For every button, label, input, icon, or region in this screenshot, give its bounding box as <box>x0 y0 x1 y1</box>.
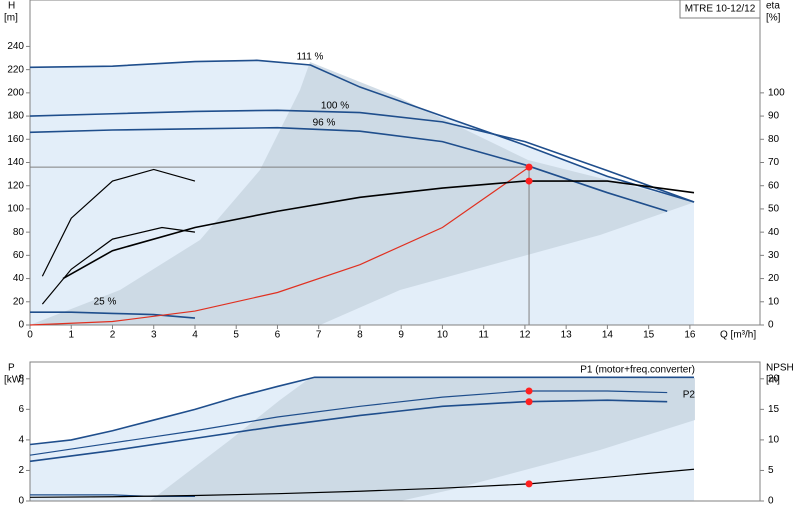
y-tick-label: 40 <box>13 273 25 284</box>
y-tick-label: 80 <box>13 227 25 238</box>
x-tick-label: 5 <box>233 330 239 341</box>
duty-point <box>525 177 533 185</box>
curve-label: P1 (motor+freq.converter) <box>580 365 695 376</box>
curve <box>41 226 196 305</box>
y2-tick-label: 30 <box>768 250 780 261</box>
curve <box>41 168 196 277</box>
y-tick-label: 240 <box>7 41 24 52</box>
duty-point <box>525 480 533 488</box>
curve <box>29 166 530 326</box>
y2-axis-label: NPSH <box>766 363 794 374</box>
y-axis-unit: [m] <box>4 13 18 24</box>
y2-tick-label: 15 <box>768 404 780 415</box>
y2-tick-label: 0 <box>768 496 774 507</box>
y2-tick-label: 100 <box>768 87 785 98</box>
y2-axis-unit: [m] <box>766 375 780 386</box>
y2-tick-label: 20 <box>768 373 780 384</box>
curve <box>62 180 695 280</box>
y-tick-label: 200 <box>7 87 24 98</box>
title-box <box>679 0 761 19</box>
y-axis-label: H <box>8 1 15 12</box>
y-tick-label: 2 <box>18 465 24 476</box>
duty-point <box>525 163 533 171</box>
x-axis-label: Q [m³/h] <box>720 330 756 341</box>
curve <box>30 311 196 319</box>
curve <box>29 59 695 203</box>
x-tick-label: 10 <box>437 330 449 341</box>
y2-tick-label: 70 <box>768 157 780 168</box>
curve-label: P2 <box>683 390 696 401</box>
curve-label: 25 % <box>94 297 117 308</box>
y2-tick-label: 60 <box>768 180 780 191</box>
y-tick-label: 4 <box>18 435 24 446</box>
y-tick-label: 220 <box>7 64 24 75</box>
y2-axis-label: eta <box>766 1 780 12</box>
y2-tick-label: 90 <box>768 111 780 122</box>
curve <box>29 390 668 456</box>
x-tick-label: 13 <box>561 330 573 341</box>
duty-point <box>525 398 533 406</box>
y2-tick-label: 40 <box>768 227 780 238</box>
operating-area <box>150 378 695 501</box>
x-tick-label: 7 <box>316 330 322 341</box>
y2-tick-label: 50 <box>768 204 780 215</box>
plot-frame <box>29 361 761 502</box>
x-tick-label: 0 <box>27 330 33 341</box>
curve-label: 96 % <box>313 118 336 129</box>
y-tick-label: 8 <box>18 373 24 384</box>
duty-point <box>525 387 533 395</box>
y-axis-label: P <box>8 363 15 374</box>
x-tick-label: 2 <box>110 330 116 341</box>
y2-tick-label: 10 <box>768 296 780 307</box>
y2-tick-label: 80 <box>768 134 780 145</box>
y-tick-label: 6 <box>18 404 24 415</box>
x-tick-label: 11 <box>478 330 489 341</box>
y2-tick-label: 10 <box>768 435 780 446</box>
y-tick-label: 20 <box>13 296 25 307</box>
y-tick-label: 60 <box>13 250 25 261</box>
x-tick-label: 4 <box>192 330 198 341</box>
y-tick-label: 0 <box>18 496 24 507</box>
x-tick-label: 16 <box>684 330 696 341</box>
curve <box>29 376 695 446</box>
curve-label: 111 % <box>297 52 324 63</box>
x-tick-label: 14 <box>602 330 614 341</box>
curve-label: 100 % <box>321 101 349 112</box>
y2-tick-label: 0 <box>768 320 774 331</box>
x-tick-label: 15 <box>643 330 655 341</box>
curve <box>29 468 695 498</box>
x-tick-label: 12 <box>519 330 531 341</box>
y-axis-unit: [kW] <box>4 375 24 386</box>
y-tick-label: 160 <box>7 134 24 145</box>
y2-axis-unit: [%] <box>766 13 781 24</box>
y-tick-label: 180 <box>7 111 24 122</box>
y-tick-label: 0 <box>18 320 24 331</box>
curve <box>29 109 695 203</box>
x-tick-label: 3 <box>151 330 157 341</box>
x-tick-label: 8 <box>357 330 363 341</box>
y2-tick-label: 20 <box>768 273 780 284</box>
y-tick-label: 100 <box>7 204 24 215</box>
x-tick-label: 9 <box>398 330 404 341</box>
chart-title: MTRE 10-12/12 <box>685 4 756 15</box>
x-tick-label: 6 <box>275 330 281 341</box>
y-tick-label: 120 <box>7 180 24 191</box>
y-tick-label: 140 <box>7 157 24 168</box>
operating-area <box>30 62 695 325</box>
y2-tick-label: 5 <box>768 465 774 476</box>
curve <box>29 126 668 213</box>
curve <box>29 399 668 463</box>
x-tick-label: 1 <box>68 330 74 341</box>
